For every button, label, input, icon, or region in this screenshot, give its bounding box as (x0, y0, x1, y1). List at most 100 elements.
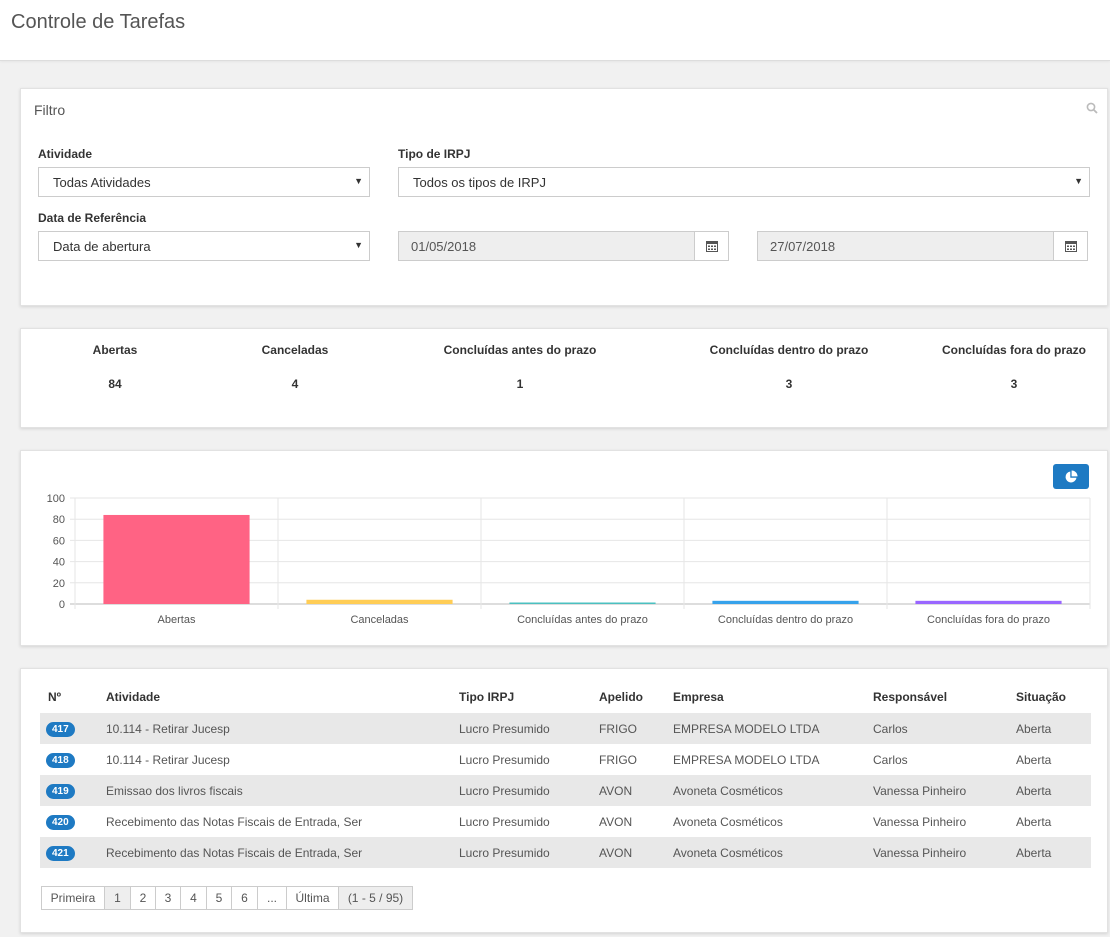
x-tick-label: Canceladas (350, 614, 409, 626)
y-tick-label: 100 (47, 493, 65, 505)
header-atividade[interactable]: Atividade (106, 690, 161, 704)
cell-responsavel: Vanessa Pinheiro (865, 837, 1008, 868)
header-empresa[interactable]: Empresa (673, 690, 724, 704)
cell-atividade: Recebimento das Notas Fiscais de Entrada… (106, 814, 363, 829)
table-header-row: Nº Atividade Tipo IRPJ Apelido Empresa R… (40, 681, 1091, 713)
calendar-icon (705, 241, 718, 252)
cell-empresa: EMPRESA MODELO LTDA (665, 713, 865, 744)
cell-responsavel: Vanessa Pinheiro (873, 814, 967, 829)
x-tick-label: Concluídas fora do prazo (927, 614, 1050, 626)
pager-page-6[interactable]: 6 (232, 887, 258, 909)
header-apelido[interactable]: Apelido (599, 690, 643, 704)
pager-last[interactable]: Última (287, 887, 339, 909)
pager-page-1[interactable]: 1 (105, 887, 131, 909)
atividade-select-value: Todas Atividades (53, 175, 151, 190)
cell-atividade: Emissao dos livros fiscais (98, 775, 451, 806)
cell-responsavel: Vanessa Pinheiro (865, 775, 1008, 806)
bar (712, 600, 859, 604)
cell-tipo: Lucro Presumido (451, 837, 591, 868)
pagination: Primeira 1 2 3 4 5 6 ... Última (1 - 5 /… (41, 886, 413, 910)
table-row[interactable]: 420 Recebimento das Notas Fiscais de Ent… (40, 806, 1091, 837)
filter-panel: Filtro Atividade Todas Atividades ▼ Tipo… (20, 88, 1108, 306)
pager-first[interactable]: Primeira (42, 887, 105, 909)
table-row[interactable]: 421 Recebimento das Notas Fiscais de Ent… (40, 837, 1091, 868)
cell-apelido: AVON (591, 837, 665, 868)
cell-atividade: 10.114 - Retirar Jucesp (98, 713, 451, 744)
tipo-irpj-select[interactable]: Todos os tipos de IRPJ ▼ (398, 167, 1090, 197)
count-value: 84 (108, 377, 122, 391)
pager-page-2[interactable]: 2 (131, 887, 156, 909)
date-from-input[interactable]: 01/05/2018 (398, 231, 695, 261)
count-canceladas: Canceladas 4 (195, 343, 395, 391)
cell-situacao: Aberta (1016, 752, 1052, 767)
task-number-badge[interactable]: 421 (46, 845, 75, 861)
table-row[interactable]: 418 10.114 - Retirar Jucesp Lucro Presum… (40, 744, 1091, 775)
cell-empresa: EMPRESA MODELO LTDA (673, 752, 820, 767)
data-referencia-select[interactable]: Data de abertura ▼ (38, 231, 370, 261)
table-row[interactable]: 419 Emissao dos livros fiscais Lucro Pre… (40, 775, 1091, 806)
task-number-badge[interactable]: 420 (46, 814, 75, 830)
header-tipo-irpj[interactable]: Tipo IRPJ (459, 690, 515, 704)
tasks-table: Nº Atividade Tipo IRPJ Apelido Empresa R… (40, 681, 1091, 868)
cell-apelido: FRIGO (591, 713, 665, 744)
calendar-icon (1064, 241, 1077, 252)
pager-page-5[interactable]: 5 (207, 887, 232, 909)
page-title: Controle de Tarefas (11, 11, 186, 33)
task-number-badge[interactable]: 417 (46, 721, 75, 737)
header-num[interactable]: Nº (48, 690, 62, 704)
bar (103, 514, 250, 604)
y-tick-label: 80 (53, 514, 65, 526)
cell-situacao: Aberta (1008, 837, 1091, 868)
cell-situacao: Aberta (1008, 775, 1091, 806)
cell-apelido: FRIGO (599, 752, 637, 767)
header-situacao[interactable]: Situação (1016, 690, 1067, 704)
search-icon[interactable] (1086, 102, 1098, 114)
cell-situacao: Aberta (1016, 814, 1052, 829)
count-concluidas-fora: Concluídas fora do prazo 3 (914, 343, 1110, 391)
data-referencia-select-value: Data de abertura (53, 239, 151, 254)
cell-responsavel: Carlos (873, 752, 908, 767)
cell-apelido: AVON (599, 814, 633, 829)
count-label: Canceladas (261, 343, 329, 357)
count-value: 4 (291, 377, 299, 391)
pie-chart-icon (1065, 469, 1078, 482)
count-label: Concluídas fora do prazo (941, 343, 1086, 357)
cell-empresa: Avoneta Cosméticos (665, 775, 865, 806)
x-tick-label: Abertas (158, 614, 196, 626)
date-to-input[interactable]: 27/07/2018 (757, 231, 1054, 261)
data-referencia-label: Data de Referência (38, 211, 147, 225)
bar-chart: 0 20 40 60 80 100 Abertas Canceladas Concluídas … (47, 493, 1091, 626)
chevron-down-icon: ▼ (354, 176, 363, 186)
chart-panel: 0 20 40 60 80 100 Abertas Canceladas Concluídas … (20, 450, 1108, 646)
pager-page-4[interactable]: 4 (181, 887, 207, 909)
cell-responsavel: Carlos (865, 713, 1008, 744)
cell-tipo: Lucro Presumido (459, 752, 550, 767)
tipo-irpj-label: Tipo de IRPJ (398, 147, 471, 161)
chart-type-button[interactable] (1053, 464, 1089, 489)
count-abertas: Abertas 84 (15, 343, 215, 391)
cell-tipo: Lucro Presumido (451, 775, 591, 806)
table-row[interactable]: 417 10.114 - Retirar Jucesp Lucro Presum… (40, 713, 1091, 744)
cell-atividade: Recebimento das Notas Fiscais de Entrada… (98, 837, 451, 868)
chevron-down-icon: ▼ (354, 240, 363, 250)
task-number-badge[interactable]: 418 (46, 752, 75, 768)
calendar-to-button[interactable] (1053, 231, 1088, 261)
count-label: Concluídas dentro do prazo (709, 343, 869, 357)
cell-tipo: Lucro Presumido (459, 814, 550, 829)
count-concluidas-dentro: Concluídas dentro do prazo 3 (689, 343, 889, 391)
cell-apelido: AVON (591, 775, 665, 806)
cell-empresa: Avoneta Cosméticos (665, 837, 865, 868)
calendar-from-button[interactable] (694, 231, 729, 261)
tasks-panel: Nº Atividade Tipo IRPJ Apelido Empresa R… (20, 668, 1108, 933)
task-number-badge[interactable]: 419 (46, 783, 75, 799)
atividade-select[interactable]: Todas Atividades ▼ (38, 167, 370, 197)
count-label: Abertas (92, 343, 138, 357)
bar (509, 602, 656, 604)
pager-ellipsis[interactable]: ... (258, 887, 287, 909)
y-tick-label: 0 (59, 599, 65, 611)
bar (915, 600, 1062, 604)
count-value: 3 (1010, 377, 1018, 391)
header-responsavel[interactable]: Responsável (873, 690, 948, 704)
x-tick-label: Concluídas dentro do prazo (718, 614, 853, 626)
pager-page-3[interactable]: 3 (156, 887, 181, 909)
